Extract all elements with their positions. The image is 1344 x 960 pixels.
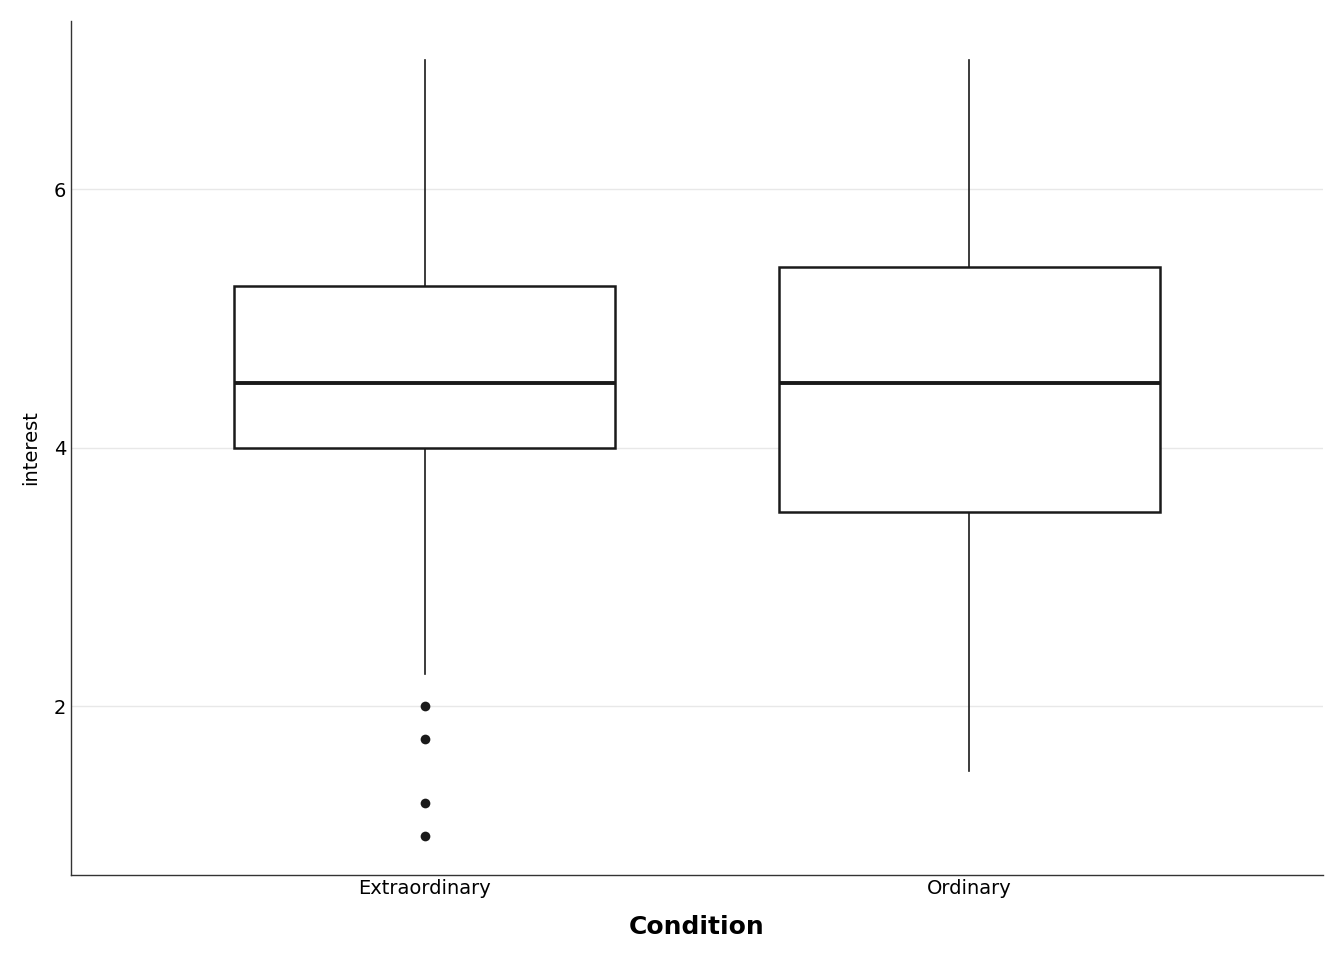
Bar [778, 267, 1160, 513]
Point [414, 828, 435, 844]
Point [414, 796, 435, 811]
Y-axis label: interest: interest [22, 410, 40, 485]
Point [414, 732, 435, 747]
X-axis label: Condition: Condition [629, 915, 765, 939]
Bar [234, 286, 616, 447]
Point [414, 699, 435, 714]
